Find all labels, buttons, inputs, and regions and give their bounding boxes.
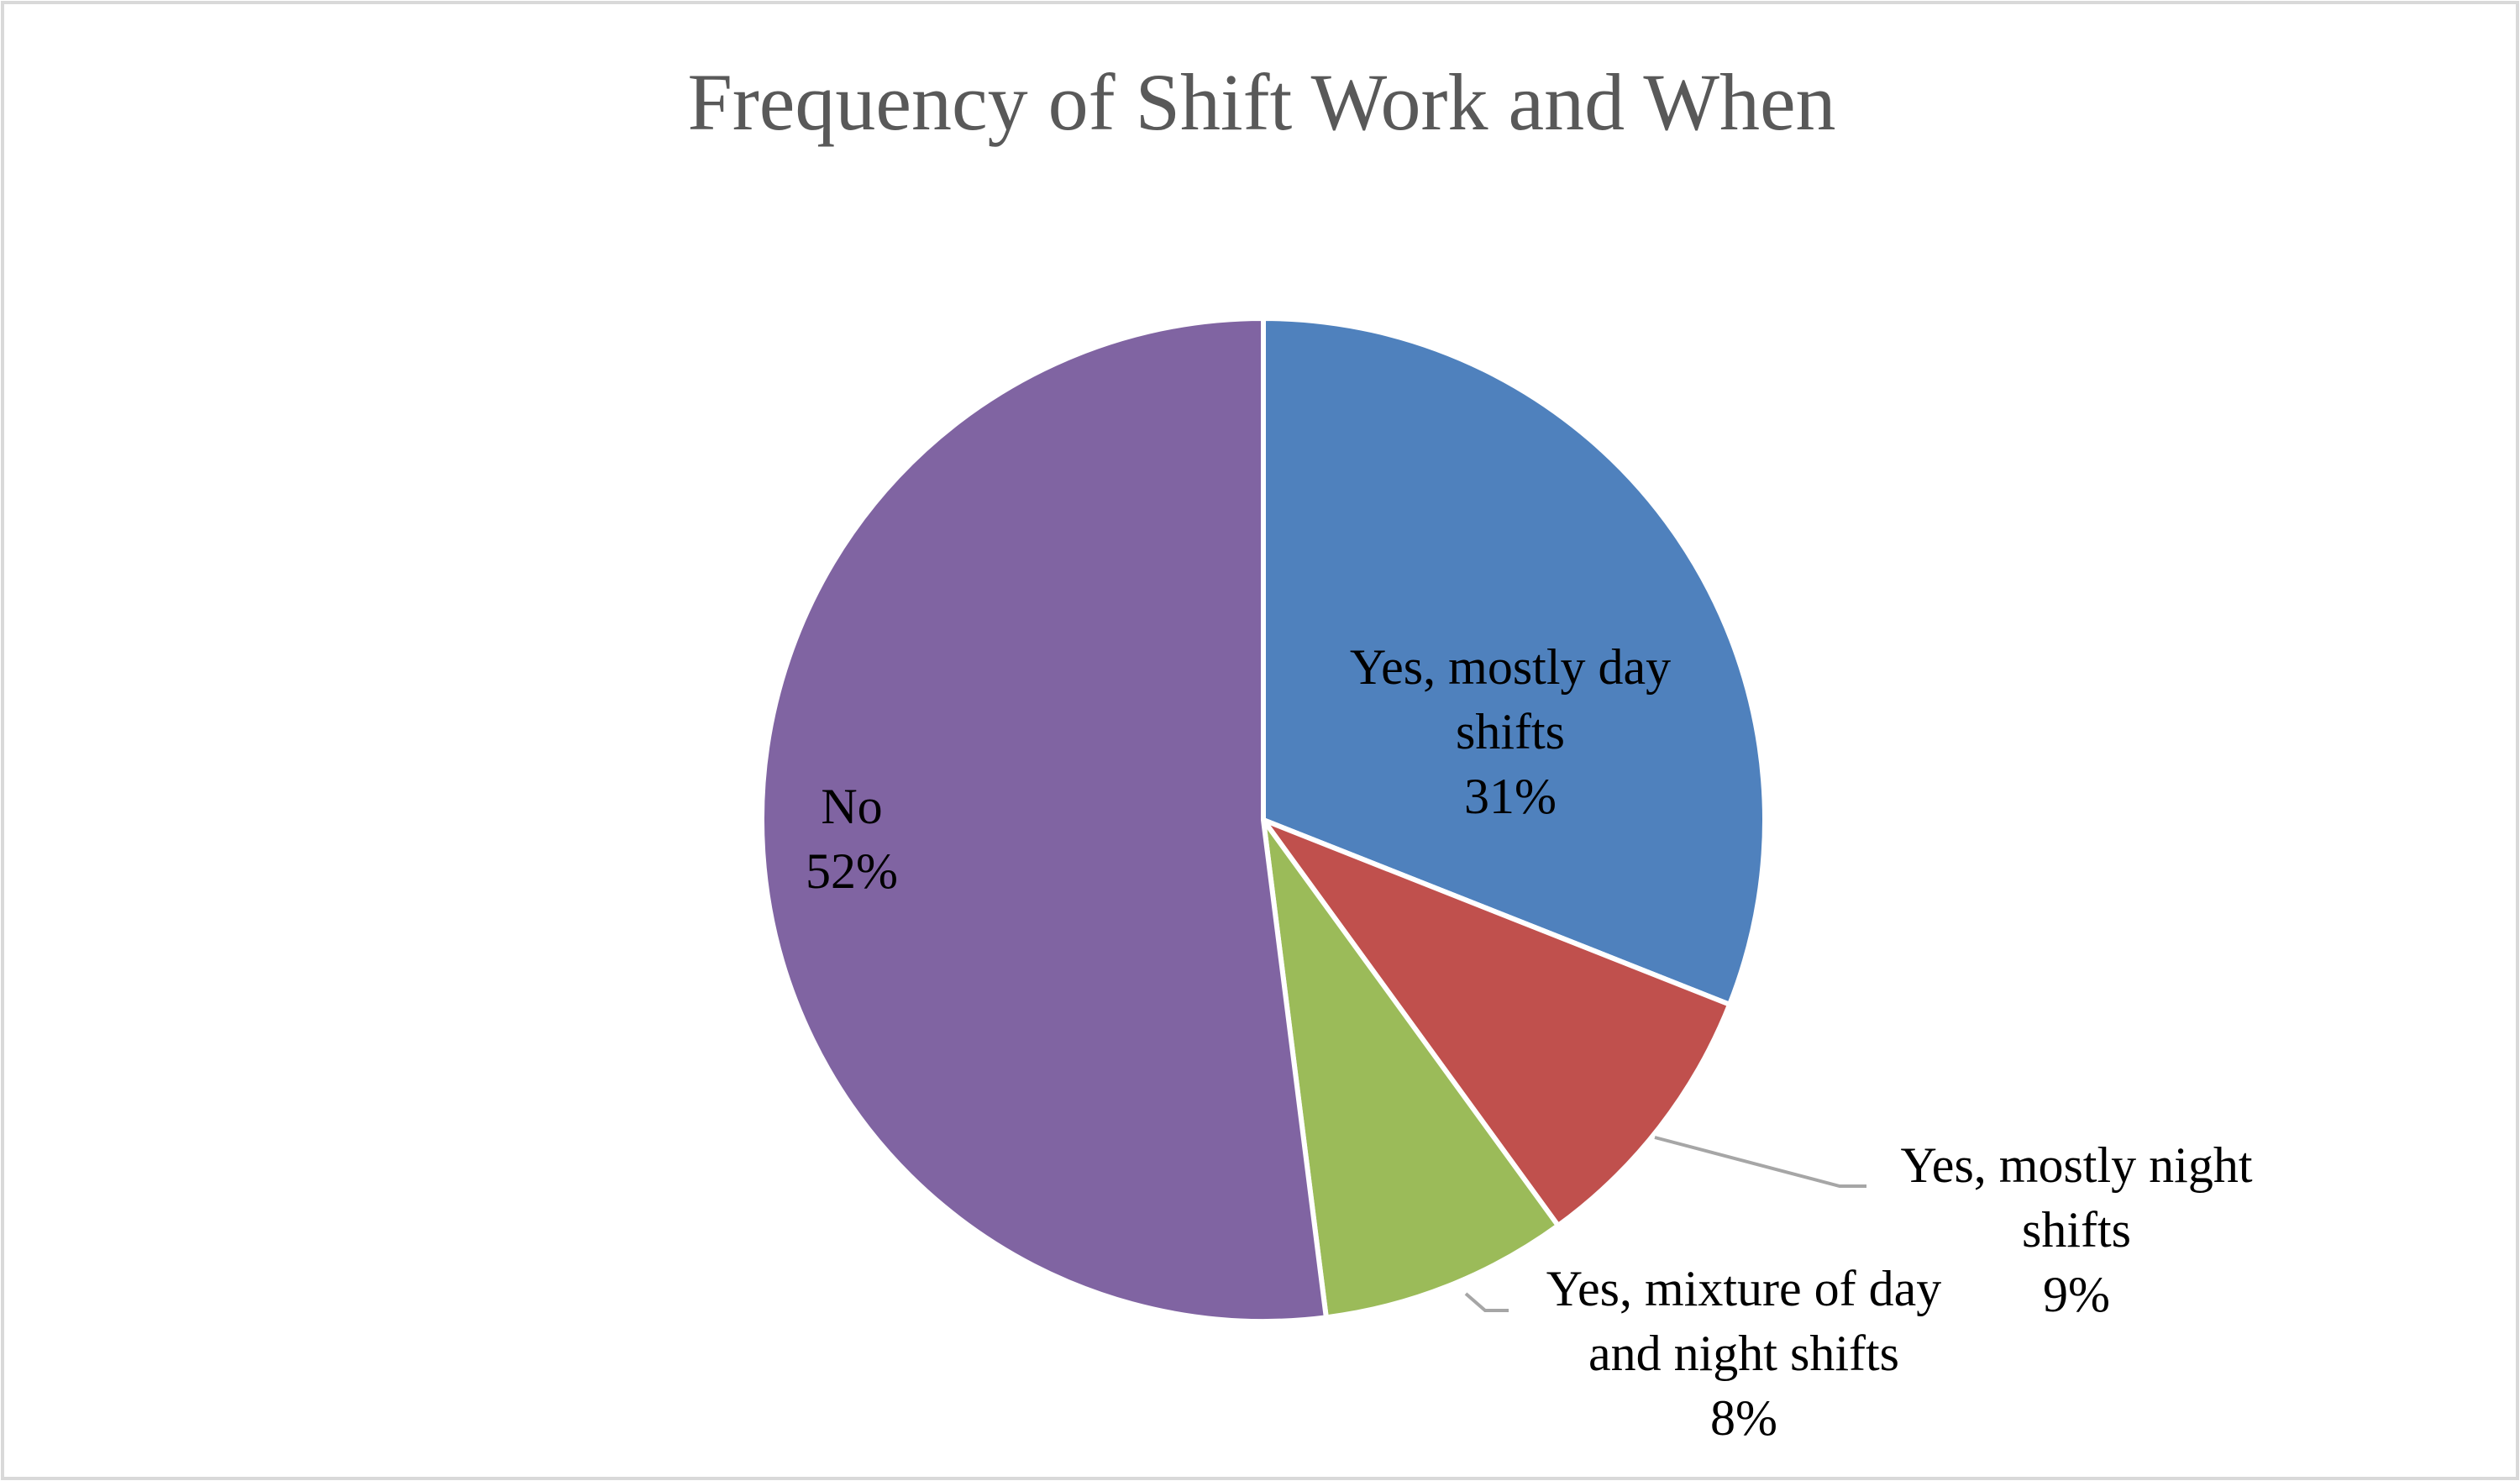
data-label-line: 9%	[2043, 1267, 2110, 1322]
pie-slice-2	[1261, 817, 1733, 1228]
pie-slice-1	[1261, 316, 1767, 1007]
data-label-2: Yes, mostly night shifts 9%	[1900, 1137, 2252, 1322]
data-label-line: and night shifts	[1588, 1326, 1899, 1381]
leader-line-mixture	[1464, 1292, 1509, 1312]
data-label-line: shifts	[2022, 1202, 2131, 1258]
data-label-line: shifts	[1456, 704, 1565, 759]
pie-slice-3	[1261, 817, 1561, 1321]
data-label-line: 31%	[1464, 769, 1557, 824]
data-label-3: Yes, mixture of day and night shifts 8%	[1546, 1261, 1942, 1446]
data-label-line: Yes, mostly day	[1350, 639, 1671, 695]
data-label-line: No	[821, 779, 882, 834]
pie-slices	[759, 316, 1767, 1324]
data-label-4: No 52%	[806, 779, 898, 899]
data-labels: Yes, mostly day shifts 31% Yes, mostly nigh…	[806, 639, 2253, 1446]
data-label-line: 52%	[806, 843, 898, 899]
data-label-1: Yes, mostly day shifts 31%	[1350, 639, 1671, 824]
data-label-line: Yes, mostly night	[1900, 1137, 2252, 1193]
leader-lines	[1464, 1136, 1866, 1312]
pie-slice-4	[759, 316, 1329, 1324]
chart-title: Frequency of Shift Work and When	[687, 57, 1835, 147]
data-label-line: 8%	[1710, 1390, 1777, 1446]
data-label-line: Yes, mixture of day	[1546, 1261, 1942, 1316]
leader-line-night	[1654, 1136, 1866, 1188]
